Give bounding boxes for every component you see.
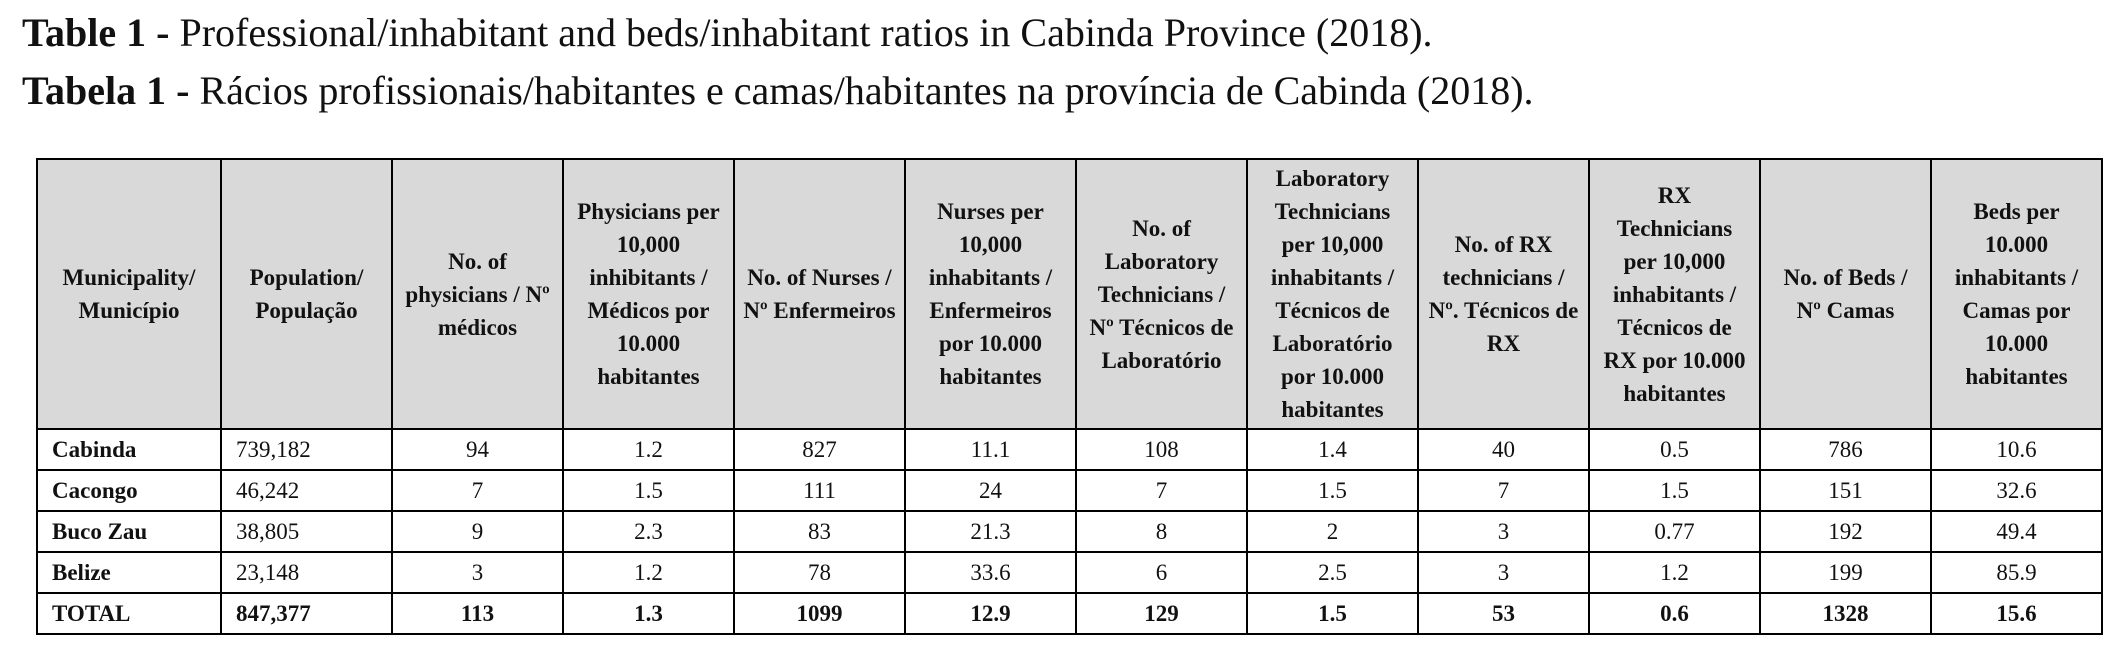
cell: 6 bbox=[1075, 551, 1248, 594]
cell: 83 bbox=[733, 510, 906, 553]
header-cell: RX Technicians per 10,000 inhabitants / … bbox=[1588, 158, 1761, 430]
cell: 11.1 bbox=[904, 428, 1077, 471]
header-cell: No. of physicians / Nº médicos bbox=[391, 158, 564, 430]
header-row: Municipality/ Município Population/ Popul… bbox=[36, 158, 2103, 430]
cell: 2.3 bbox=[562, 510, 735, 553]
cell: 21.3 bbox=[904, 510, 1077, 553]
cell: 7 bbox=[391, 469, 564, 512]
row-label: Belize bbox=[36, 551, 222, 594]
cell: 0.5 bbox=[1588, 428, 1761, 471]
table-row: Cacongo 46,242 7 1.5 111 24 7 1.5 7 1.5 151 32.6 bbox=[36, 469, 2103, 512]
cell: 78 bbox=[733, 551, 906, 594]
table-row: Buco Zau 38,805 9 2.3 83 21.3 8 2 3 0.77 192 49.4 bbox=[36, 510, 2103, 553]
cell: 129 bbox=[1075, 592, 1248, 635]
total-row: TOTAL 847,377 113 1.3 1099 12.9 129 1.5 53 0.6 132… bbox=[36, 592, 2103, 635]
caption-text: Rácios profissionais/habitantes e camas/… bbox=[199, 68, 1534, 113]
cell: 10.6 bbox=[1930, 428, 2103, 471]
cell: 94 bbox=[391, 428, 564, 471]
cell: 1.5 bbox=[1246, 592, 1419, 635]
cell: 1328 bbox=[1759, 592, 1932, 635]
cell: 1.3 bbox=[562, 592, 735, 635]
caption-portuguese: Tabela 1 - Rácios profissionais/habitant… bbox=[22, 68, 1534, 114]
cell: 847,377 bbox=[220, 592, 393, 635]
cell: 2 bbox=[1246, 510, 1419, 553]
row-label: Cabinda bbox=[36, 428, 222, 471]
cell: 7 bbox=[1075, 469, 1248, 512]
cell: 1.5 bbox=[562, 469, 735, 512]
header-cell: Municipality/ Município bbox=[36, 158, 222, 430]
caption-label: Tabela 1 - bbox=[22, 68, 190, 113]
row-label: TOTAL bbox=[36, 592, 222, 635]
cell: 23,148 bbox=[220, 551, 393, 594]
cell: 85.9 bbox=[1930, 551, 2103, 594]
cell: 1.2 bbox=[562, 551, 735, 594]
header-cell: Physicians per 10,000 inhibitants / Médi… bbox=[562, 158, 735, 430]
cell: 0.77 bbox=[1588, 510, 1761, 553]
cell: 0.6 bbox=[1588, 592, 1761, 635]
cell: 113 bbox=[391, 592, 564, 635]
cell: 1099 bbox=[733, 592, 906, 635]
row-label: Cacongo bbox=[36, 469, 222, 512]
cell: 739,182 bbox=[220, 428, 393, 471]
caption-text: Professional/inhabitant and beds/inhabit… bbox=[179, 10, 1433, 55]
cell: 2.5 bbox=[1246, 551, 1419, 594]
cell: 53 bbox=[1417, 592, 1590, 635]
header-cell: Population/ População bbox=[220, 158, 393, 430]
cell: 9 bbox=[391, 510, 564, 553]
cell: 12.9 bbox=[904, 592, 1077, 635]
cell: 3 bbox=[391, 551, 564, 594]
cell: 786 bbox=[1759, 428, 1932, 471]
header-cell: No. of Beds / Nº Camas bbox=[1759, 158, 1932, 430]
cell: 46,242 bbox=[220, 469, 393, 512]
cell: 827 bbox=[733, 428, 906, 471]
table-row: Belize 23,148 3 1.2 78 33.6 6 2.5 3 1.2 199 85.9 bbox=[36, 551, 2103, 594]
data-table: Municipality/ Município Population/ Popul… bbox=[36, 158, 2103, 635]
cell: 15.6 bbox=[1930, 592, 2103, 635]
cell: 3 bbox=[1417, 551, 1590, 594]
cell: 38,805 bbox=[220, 510, 393, 553]
cell: 33.6 bbox=[904, 551, 1077, 594]
header-cell: Beds per 10.000 inhabitants / Camas por … bbox=[1930, 158, 2103, 430]
cell: 108 bbox=[1075, 428, 1248, 471]
header-cell: No. of Nurses / Nº Enfermeiros bbox=[733, 158, 906, 430]
cell: 32.6 bbox=[1930, 469, 2103, 512]
cell: 7 bbox=[1417, 469, 1590, 512]
cell: 111 bbox=[733, 469, 906, 512]
row-label: Buco Zau bbox=[36, 510, 222, 553]
header-cell: No. of RX technicians / Nº. Técnicos de … bbox=[1417, 158, 1590, 430]
header-cell: No. of Laboratory Technicians / Nº Técni… bbox=[1075, 158, 1248, 430]
caption-english: Table 1 - Professional/inhabitant and be… bbox=[22, 10, 1433, 56]
cell: 1.5 bbox=[1588, 469, 1761, 512]
cell: 199 bbox=[1759, 551, 1932, 594]
table-row: Cabinda 739,182 94 1.2 827 11.1 108 1.4 40 0.5 786… bbox=[36, 428, 2103, 471]
cell: 49.4 bbox=[1930, 510, 2103, 553]
cell: 151 bbox=[1759, 469, 1932, 512]
cell: 40 bbox=[1417, 428, 1590, 471]
cell: 24 bbox=[904, 469, 1077, 512]
caption-label: Table 1 - bbox=[22, 10, 170, 55]
cell: 1.4 bbox=[1246, 428, 1419, 471]
cell: 1.2 bbox=[562, 428, 735, 471]
cell: 8 bbox=[1075, 510, 1248, 553]
cell: 192 bbox=[1759, 510, 1932, 553]
cell: 3 bbox=[1417, 510, 1590, 553]
header-cell: Nurses per 10,000 inhabitants / Enfermei… bbox=[904, 158, 1077, 430]
cell: 1.2 bbox=[1588, 551, 1761, 594]
cell: 1.5 bbox=[1246, 469, 1419, 512]
header-cell: Laboratory Technicians per 10,000 inhabi… bbox=[1246, 158, 1419, 430]
